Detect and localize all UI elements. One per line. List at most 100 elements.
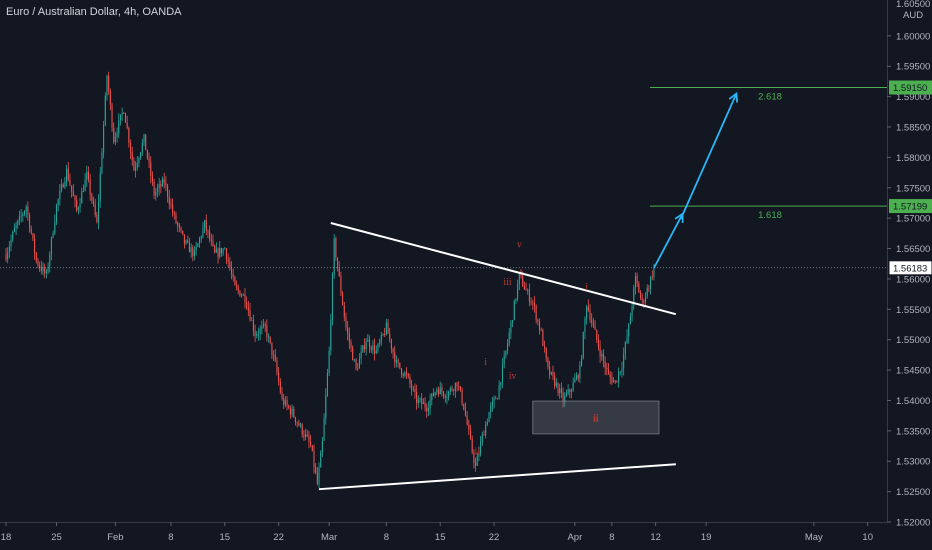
candle-body — [293, 408, 295, 418]
y-tick-label: 1.54500 — [896, 366, 930, 377]
candle-body — [111, 104, 113, 128]
candle-body — [232, 273, 234, 277]
y-tick-label: 1.59500 — [896, 62, 930, 73]
candle-body — [91, 194, 93, 201]
candle-body — [449, 388, 451, 392]
candle-body — [616, 380, 618, 382]
candle-body — [437, 389, 440, 395]
candle-body — [429, 399, 431, 409]
x-tick-label: 8 — [384, 532, 389, 543]
wave-label: v — [517, 239, 522, 250]
candle-body — [569, 389, 571, 392]
candle-body — [167, 185, 169, 197]
candle-body — [20, 215, 22, 217]
candle-body — [567, 389, 569, 394]
candle-body — [237, 287, 239, 291]
candle-body — [204, 220, 206, 229]
candle-body — [106, 75, 108, 96]
candle-body — [500, 382, 502, 386]
candle-body — [124, 113, 127, 123]
candle-body — [424, 402, 426, 408]
candle-body — [99, 173, 101, 202]
candle-body — [363, 345, 366, 350]
candle-body — [150, 162, 152, 177]
candle-body — [5, 254, 7, 260]
candle-body — [225, 248, 228, 260]
candle-body — [377, 344, 379, 351]
candle-body — [370, 347, 372, 350]
candle-body — [629, 316, 631, 325]
candle-body — [535, 306, 537, 320]
y-tick-label: 1.56500 — [896, 244, 930, 255]
candle-body — [357, 368, 359, 370]
candle-body — [385, 322, 387, 335]
candle-body — [320, 452, 322, 468]
candle-body — [315, 467, 317, 473]
candle-body — [121, 112, 123, 115]
candle-body — [299, 424, 302, 426]
candle-body — [140, 152, 142, 159]
fib-ratio-label: 2.618 — [758, 92, 782, 103]
candle-body — [305, 434, 307, 437]
candle-body — [30, 228, 32, 234]
candle-body — [498, 385, 500, 399]
candle-body — [360, 351, 362, 359]
candle-body — [104, 95, 106, 126]
candle-body — [624, 342, 626, 355]
candle-body — [236, 285, 238, 288]
candle-body — [266, 325, 268, 337]
candle-body — [267, 336, 270, 338]
candle-body — [246, 302, 248, 308]
candle-body — [564, 395, 566, 403]
candle-body — [407, 374, 409, 377]
candle-body — [522, 276, 524, 287]
candle-body — [525, 289, 527, 291]
candle-body — [35, 253, 37, 261]
candle-body — [562, 392, 564, 403]
candle-body — [432, 393, 435, 396]
candle-body — [318, 467, 320, 484]
candle-body — [12, 232, 14, 240]
candle-body — [198, 238, 201, 244]
candle-body — [168, 196, 170, 204]
candle-body — [367, 339, 369, 342]
candle-body — [177, 222, 179, 226]
candle-body — [382, 334, 384, 335]
x-tick-label: Mar — [321, 532, 337, 543]
candle-body — [358, 358, 360, 369]
candle-body — [466, 415, 468, 425]
candle-body — [261, 326, 263, 329]
candle-body — [574, 379, 576, 383]
y-tick-label: 1.57500 — [896, 183, 930, 194]
candle-body — [493, 398, 495, 402]
projection-arrow-1 — [653, 213, 684, 269]
trendline-upper — [330, 222, 677, 316]
candle-body — [175, 214, 177, 223]
candle-body — [252, 320, 254, 331]
candle-body — [476, 456, 478, 466]
candle-body — [161, 179, 164, 187]
candle-body — [86, 171, 88, 180]
candle-body — [350, 342, 352, 348]
candle-body — [599, 347, 601, 357]
candle-body — [197, 243, 199, 247]
candle-body — [145, 134, 147, 151]
candle-body — [515, 298, 517, 301]
candle-body — [126, 122, 128, 129]
candle-body — [510, 322, 512, 333]
candle-body — [108, 75, 110, 92]
chart-title: Euro / Australian Dollar, 4h, OANDA — [6, 6, 182, 18]
candle-body — [310, 441, 312, 446]
candle-body — [286, 400, 288, 406]
candle-body — [42, 267, 44, 271]
candle-body — [342, 292, 344, 306]
candle-body — [446, 397, 448, 399]
candle-body — [444, 395, 446, 398]
candle-body — [434, 392, 436, 396]
candle-body — [453, 390, 455, 392]
candle-body — [490, 406, 492, 413]
candle-body — [594, 325, 596, 330]
projection-arrow-2 — [680, 93, 738, 220]
candle-body — [254, 330, 256, 337]
